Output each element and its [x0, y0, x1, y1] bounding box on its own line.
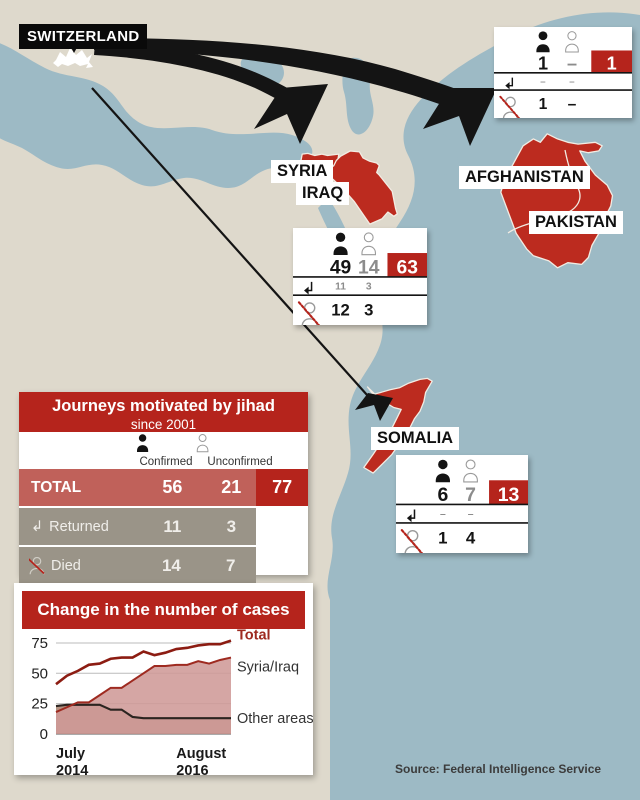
svg-text:0: 0	[40, 726, 48, 743]
svg-text:–: –	[440, 509, 446, 520]
svg-text:50: 50	[31, 665, 48, 682]
svg-text:25: 25	[31, 696, 48, 713]
svg-text:6: 6	[437, 484, 448, 506]
svg-text:75: 75	[31, 635, 48, 652]
svg-text:–: –	[468, 509, 474, 520]
svg-text:Total: Total	[237, 628, 271, 644]
svg-text:11: 11	[335, 281, 346, 292]
svg-text:July: July	[56, 746, 85, 762]
svg-text:–: –	[567, 54, 577, 74]
svg-text:1: 1	[607, 54, 617, 74]
svg-text:13: 13	[498, 484, 520, 506]
svg-text:2014: 2014	[56, 763, 88, 775]
svg-text:August: August	[176, 746, 226, 762]
svg-text:–: –	[568, 96, 577, 113]
svg-text:Syria/Iraq: Syria/Iraq	[237, 660, 299, 676]
svg-text:1: 1	[539, 96, 548, 113]
svg-text:12: 12	[331, 300, 350, 319]
svg-text:4: 4	[466, 528, 476, 547]
svg-text:–: –	[540, 77, 546, 88]
svg-text:2016: 2016	[176, 763, 208, 775]
svg-text:3: 3	[366, 281, 372, 292]
svg-text:49: 49	[330, 257, 351, 278]
svg-text:Other areas: Other areas	[237, 711, 313, 727]
svg-text:–: –	[569, 77, 575, 88]
svg-text:3: 3	[364, 300, 373, 319]
svg-text:7: 7	[465, 484, 476, 506]
svg-text:63: 63	[397, 257, 419, 278]
svg-text:1: 1	[438, 528, 447, 547]
svg-text:1: 1	[538, 54, 548, 74]
svg-text:14: 14	[358, 257, 380, 278]
